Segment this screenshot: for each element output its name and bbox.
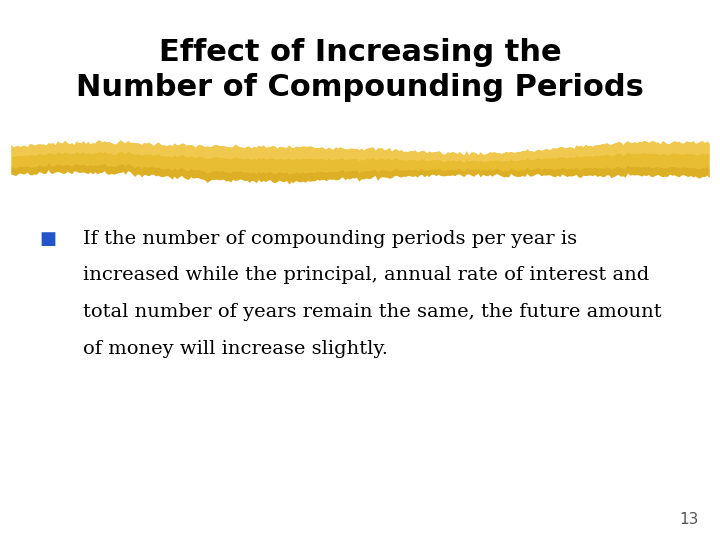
Text: Effect of Increasing the
Number of Compounding Periods: Effect of Increasing the Number of Compo… [76,38,644,102]
Text: ■: ■ [40,230,57,247]
Text: total number of years remain the same, the future amount: total number of years remain the same, t… [83,303,662,321]
Text: If the number of compounding periods per year is: If the number of compounding periods per… [83,230,577,247]
Text: 13: 13 [679,511,698,526]
Text: of money will increase slightly.: of money will increase slightly. [83,340,388,357]
Text: increased while the principal, annual rate of interest and: increased while the principal, annual ra… [83,266,649,284]
